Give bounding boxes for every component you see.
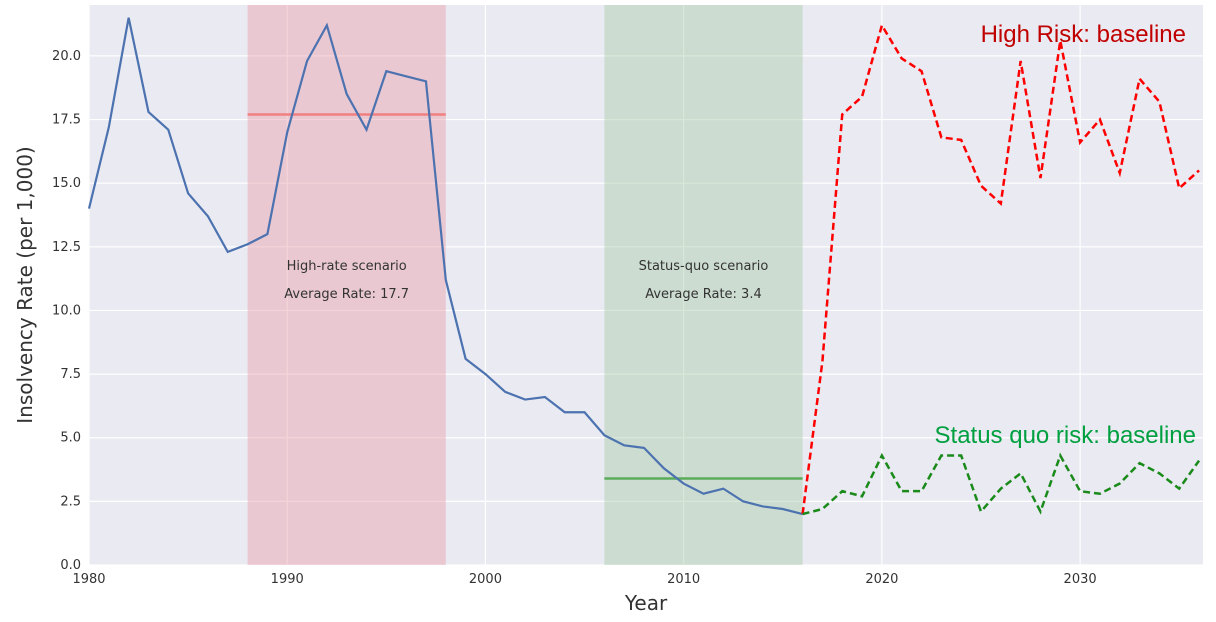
series-label: High Risk: baseline [981, 21, 1186, 48]
y-tick-label: 17.5 [52, 113, 81, 128]
x-tick-label: 1990 [271, 572, 304, 587]
series-line [87, 17, 803, 516]
y-tick-label: 12.5 [52, 240, 81, 255]
x-tick-label: 2000 [469, 572, 502, 587]
y-tick-label: 15.0 [52, 176, 81, 191]
x-tick-label: 1980 [72, 572, 105, 587]
scenario-span [604, 5, 803, 565]
y-tick-label: 5.0 [60, 431, 81, 446]
y-tick-label: 0.0 [60, 558, 81, 573]
x-axis-label: Year [624, 591, 668, 615]
scenario-span [247, 5, 446, 565]
y-tick-label: 10.0 [52, 303, 81, 318]
plot-background [89, 5, 1203, 565]
span-label: Status-quo scenario [639, 259, 769, 274]
series-line [802, 452, 1201, 516]
x-tick-label: 2010 [667, 572, 700, 587]
y-tick-label: 2.5 [60, 494, 81, 509]
y-tick-label: 7.5 [60, 367, 81, 382]
span-average-label: Average Rate: 17.7 [284, 287, 409, 302]
y-tick-label: 20.0 [52, 49, 81, 64]
span-label: High-rate scenario [287, 259, 407, 274]
span-average-label: Average Rate: 3.4 [645, 287, 762, 302]
x-tick-label: 2020 [865, 572, 898, 587]
series-line [801, 22, 1200, 515]
y-axis-label: Insolvency Rate (per 1,000) [13, 146, 37, 423]
x-tick-label: 2030 [1064, 572, 1097, 587]
series-label: Status quo risk: baseline [935, 422, 1196, 449]
